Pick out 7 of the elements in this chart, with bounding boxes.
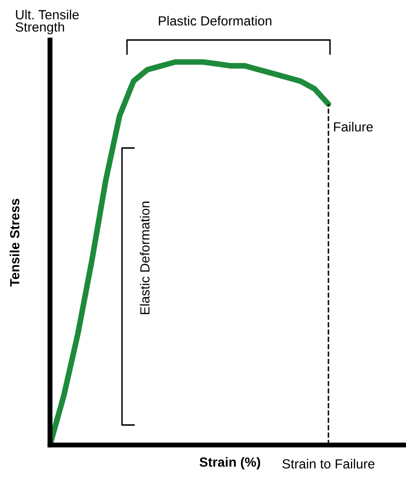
annotation: Failure bbox=[334, 122, 373, 132]
text: Plastic Deformation bbox=[158, 16, 272, 26]
text: Ult. Tensile Strength bbox=[16, 10, 79, 34]
text: Strain to Failure bbox=[282, 458, 374, 469]
x-axis-title: Strain (%) bbox=[200, 457, 260, 470]
y-axis-title: Tensile Stress bbox=[10, 198, 20, 287]
annotation: Elastic Deformation bbox=[140, 202, 150, 314]
